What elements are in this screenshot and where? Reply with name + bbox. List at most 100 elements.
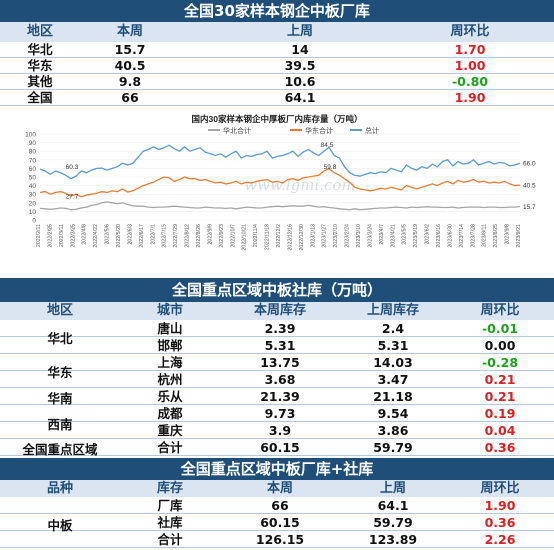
row-divider: [0, 336, 554, 337]
section3-header-row: 品种 库存 本周 上周 周环比: [0, 480, 554, 497]
x-tick-label: 2023/2/24: [345, 224, 351, 248]
cell-region: 西南: [47, 417, 73, 432]
row-divider: [0, 530, 554, 531]
table-row: 合计 60.15 59.79 0.36: [0, 439, 554, 456]
x-tick-label: 2022/12/16: [287, 224, 293, 251]
table-row: 全国 66 64.1 1.90: [0, 90, 554, 106]
x-tick-label: 2022/9/23: [219, 224, 225, 248]
header-wow: 周环比: [480, 303, 520, 318]
cell-last-week: 14.03: [373, 355, 413, 370]
cell-city: 重庆: [157, 423, 183, 438]
inventory-chart: 国内30家样本钢企中厚板厂内库存量（万吨） 华北合计 华东合计 总计 0 10 20 30 40…: [0, 108, 554, 273]
table-row: 乐从 21.39 21.18 0.21: [0, 388, 554, 405]
table-row: 成都 9.73 9.54 0.19: [0, 405, 554, 422]
cell-last-week: 10.6: [284, 74, 316, 89]
x-tick-label: 2022/8/12: [185, 224, 191, 248]
row-divider: [0, 370, 554, 371]
header-last-week-stock: 上周库存: [366, 303, 419, 318]
x-tick-label: 2023/1/13: [310, 224, 316, 248]
cell-last-week: 39.5: [284, 58, 316, 73]
cell-wow: 0.21: [484, 389, 516, 404]
cell-city: 合计: [157, 440, 183, 455]
header-this-week-stock: 本周库存: [253, 303, 306, 318]
cell-stock: 社库: [157, 515, 183, 530]
x-tick-label: 2022/8/26: [196, 224, 202, 248]
table-row: 重庆 3.9 3.86 0.04: [0, 422, 554, 439]
cell-region: 华东: [27, 58, 53, 73]
cell-wow: -0.28: [481, 355, 519, 370]
x-tick-label: 2023/4/21: [390, 224, 396, 248]
cell-wow: -0.01: [481, 321, 519, 336]
cell-this-week: 66: [271, 498, 289, 513]
row-divider: [0, 89, 554, 90]
legend-label: 华东合计: [305, 126, 333, 135]
row-divider: [0, 547, 554, 548]
section2-header-row: 地区 城市 本周库存 上周库存 周环比: [0, 302, 554, 320]
table-row: 华东 40.5 39.5 1.00: [0, 58, 554, 74]
x-tick-label: 2023/3/24: [367, 224, 373, 248]
cell-wow: 0.00: [484, 338, 516, 353]
row-divider: [0, 421, 554, 422]
x-tick-label: 2022/11/4: [253, 224, 259, 247]
row-divider: [0, 73, 554, 74]
row-divider: [0, 513, 554, 514]
x-tick-label: 2023/8/25: [493, 224, 499, 248]
data-label: 40.5: [523, 183, 536, 190]
cell-this-week: 13.75: [260, 355, 300, 370]
cell-wow: 0.36: [484, 440, 516, 455]
cell-region: 华北: [27, 42, 53, 57]
x-tick-label: 2022/9/9: [207, 224, 213, 245]
cell-last-week: 14: [291, 42, 309, 57]
cell-this-week: 2.39: [264, 321, 296, 336]
x-tick-label: 2022/6/3: [127, 224, 133, 245]
row-divider: [0, 353, 554, 354]
x-tick-label: 2022/4/8: [82, 224, 88, 245]
row-divider: [0, 455, 554, 456]
data-label: 59.8: [324, 164, 337, 171]
x-tick-label: 2022/2/11: [36, 224, 42, 247]
table-row: 杭州 3.68 3.47 0.21: [0, 371, 554, 388]
x-tick-label: 2023/5/19: [413, 224, 419, 248]
cell-region: 全国重点区域: [22, 442, 98, 457]
cell-last-week: 123.89: [368, 532, 418, 547]
cell-region: 华南: [47, 391, 73, 406]
cell-stock: 合计: [157, 532, 183, 547]
x-tick-label: 2023/7/28: [470, 224, 476, 248]
section1-title: 全国30家样本钢企中板厂库: [0, 0, 554, 22]
section3-title: 全国重点区域中板厂库+社库: [0, 458, 554, 480]
cell-wow: 1.00: [454, 58, 486, 73]
table-row: 社库 60.15 59.79 0.36: [0, 514, 554, 531]
x-tick-label: 2022/11/18: [265, 224, 271, 250]
x-tick-label: 2023/6/16: [436, 224, 442, 248]
x-tick-label: 2022/12/2: [276, 224, 282, 248]
y-tick-label: 60: [29, 166, 37, 173]
row-divider: [0, 404, 554, 405]
x-tick-label: 2023/2/10: [333, 224, 339, 248]
header-wow: 周环比: [480, 481, 520, 496]
x-tick-label: 2023/3/10: [356, 224, 362, 248]
data-label: 84.5: [321, 142, 334, 149]
y-tick-label: 90: [29, 140, 37, 147]
x-tick-label: 2023/6/30: [447, 224, 453, 248]
y-tick-label: 30: [29, 192, 37, 199]
header-region: 地区: [46, 303, 73, 318]
cell-city: 成都: [157, 406, 183, 421]
cell-wow: -0.80: [451, 74, 489, 89]
cell-city: 上海: [157, 355, 183, 370]
x-tick-label: 2023/1/27: [322, 224, 328, 248]
header-variety: 品种: [46, 481, 73, 496]
x-tick-label: 2023/6/2: [425, 224, 431, 245]
table-row: 唐山 2.39 2.4 -0.01: [0, 320, 554, 337]
cell-stock: 厂库: [157, 498, 183, 513]
cell-last-week: 3.47: [377, 372, 409, 387]
row-divider: [0, 105, 554, 106]
cell-last-week: 21.18: [373, 389, 413, 404]
header-last-week: 上周: [379, 481, 406, 496]
cell-last-week: 59.79: [373, 515, 413, 530]
cell-city: 乐从: [157, 389, 183, 404]
x-tick-label: 2023/9/21: [516, 224, 522, 248]
cell-region: 全国: [27, 90, 53, 105]
cell-last-week: 3.86: [377, 423, 409, 438]
cell-this-week: 40.5: [114, 58, 146, 73]
data-label: 60.3: [66, 164, 79, 171]
